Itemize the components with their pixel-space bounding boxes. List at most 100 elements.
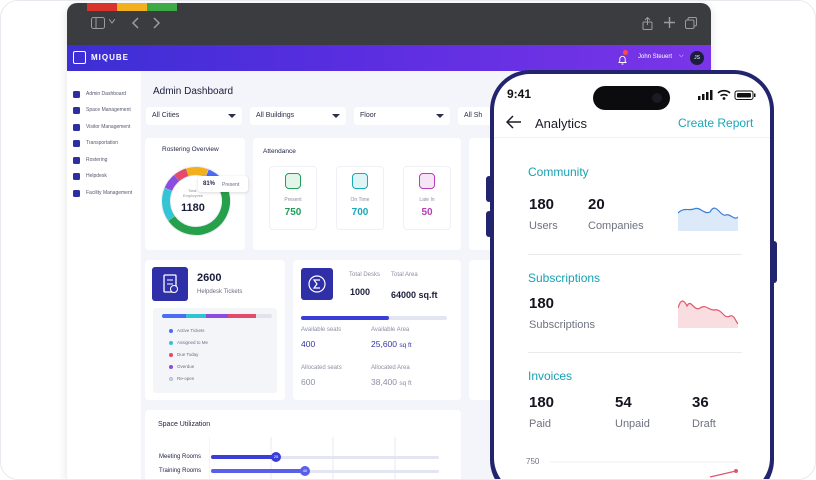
city-filter[interactable]: All Cities: [146, 107, 242, 125]
total-desks-label: Total Desks: [349, 272, 381, 278]
tab-color-green: [147, 3, 177, 11]
tab-color-yellow: [117, 3, 147, 11]
helpdesk-value: 2600: [197, 272, 222, 284]
space-row-label: Meeting Rooms: [159, 454, 202, 460]
sidebar-toggle-icon[interactable]: [91, 17, 105, 29]
total-desks-value: 1000: [350, 287, 371, 297]
sidebar-item-transportation[interactable]: Transportation: [73, 138, 118, 148]
nav-title: Analytics: [535, 116, 588, 131]
subscriptions-label: Subscriptions: [529, 319, 596, 331]
total-label: Total: [188, 188, 197, 193]
sidebar-item-label: Helpdesk: [86, 173, 107, 179]
wifi-icon: [717, 89, 731, 100]
back-arrow-icon[interactable]: [505, 115, 522, 134]
chevron-down-icon: [332, 114, 340, 118]
attendance-present[interactable]: Present 750: [269, 166, 317, 230]
area-unit: sq ft: [399, 342, 412, 349]
attendance-label: Late In: [419, 197, 435, 203]
space-knob[interactable]: 25: [271, 452, 281, 462]
companies-value: 20: [588, 196, 605, 213]
employees-label: Employees: [183, 193, 203, 198]
filter-value: All Cities: [152, 112, 180, 119]
sidebar-item-label: Visitor Management: [86, 124, 131, 130]
logo-text: MIQUBE: [91, 53, 129, 62]
chevron-down-icon[interactable]: [109, 19, 115, 24]
app-header: MIQUBE John Steuert ⌵ JS: [67, 45, 711, 71]
phone-screen: 9:41 Analytics Create Report Community 1…: [494, 74, 770, 479]
bell-icon[interactable]: [618, 52, 627, 70]
user-menu-caret-icon[interactable]: ⌵: [679, 53, 684, 59]
share-icon[interactable]: [642, 17, 653, 30]
phone-power-button: [771, 241, 777, 283]
filter-value: All Sh: [464, 112, 483, 119]
legend-assigned-to-me: Assigned to Me: [169, 340, 208, 345]
space-track: [211, 456, 439, 459]
attendance-late-in[interactable]: Late In 50: [403, 166, 451, 230]
sidebar-item-space-management[interactable]: Space Management: [73, 105, 131, 115]
legend-active-tickets: Active Tickets: [169, 328, 205, 333]
allocated-seats-value: 600: [301, 377, 316, 387]
sidebar-item-helpdesk[interactable]: Helpdesk: [73, 171, 107, 181]
rostering-overview-card: Rostering Overview Total Employees 1180 …: [145, 138, 248, 250]
legend-dot: [169, 376, 173, 381]
area-unit: sq ft: [399, 380, 412, 387]
attendance-label: Present: [284, 197, 302, 203]
tab-overview-icon[interactable]: [685, 17, 697, 29]
sidebar-item-visitor-management[interactable]: Visitor Management: [73, 122, 130, 132]
ticket-icon: [152, 267, 188, 301]
desk-progress-fill: [301, 316, 389, 320]
total-area-value: 64000 sq.ft: [391, 290, 438, 300]
back-icon[interactable]: [131, 17, 139, 29]
new-tab-icon[interactable]: [664, 17, 675, 28]
forward-icon[interactable]: [153, 17, 161, 29]
battery-icon: [734, 90, 756, 100]
chevron-down-icon: [436, 114, 444, 118]
sidebar-item-label: Transportation: [86, 140, 119, 146]
helpdesk-card: 2600 Helpdesk Tickets Active Tickets Ass…: [145, 260, 285, 400]
allocated-seats-label: Allocated seats: [301, 365, 342, 371]
sidebar-item-rostering[interactable]: Rostering: [73, 155, 107, 165]
present-percent: 81%: [203, 181, 216, 187]
invoice-chart: [550, 461, 740, 478]
legend-overdue: Overdue: [169, 364, 194, 369]
section-title-invoices: Invoices: [528, 369, 573, 383]
user-icon: [285, 173, 301, 189]
space-grid: [209, 437, 396, 479]
companies-label: Companies: [588, 220, 644, 232]
building-filter[interactable]: All Buildings: [250, 107, 346, 125]
user-name[interactable]: John Steuert: [638, 54, 673, 60]
tab-color-strip: [87, 3, 177, 11]
space-utilization-card: Space Utilization Meeting Rooms 25 Train…: [145, 410, 461, 479]
space-knob[interactable]: 40: [300, 466, 310, 476]
unpaid-label: Unpaid: [615, 418, 650, 430]
logo-icon: [73, 51, 86, 64]
attendance-on-time[interactable]: On Time 700: [336, 166, 384, 230]
floor-filter[interactable]: Floor: [354, 107, 450, 125]
attendance-value: 50: [421, 207, 433, 218]
legend-dot: [169, 364, 173, 369]
sidebar-item-facility-management[interactable]: Facility Management: [73, 188, 132, 198]
available-seats-value: 400: [301, 339, 316, 349]
bar-reopen: [255, 314, 272, 318]
sidebar-item-admin-dashboard[interactable]: Admin Dashboard: [73, 89, 126, 99]
card-title: Rostering Overview: [162, 146, 219, 153]
status-time: 9:41: [507, 87, 532, 101]
legend-label: Overdue: [177, 364, 195, 369]
create-report-button[interactable]: Create Report: [678, 116, 754, 130]
clock-icon: [352, 173, 368, 189]
attendance-card: Attendance Present 750 On Time 700 Late …: [253, 138, 461, 250]
phone-volume-down: [486, 211, 492, 237]
helpdesk-breakdown: Active Tickets Assigned to Me Due Today …: [153, 308, 277, 393]
headset-icon: [73, 172, 80, 180]
draft-value: 36: [692, 394, 709, 411]
calendar-icon: [73, 156, 80, 164]
avatar[interactable]: JS: [690, 51, 704, 65]
draft-label: Draft: [692, 418, 716, 430]
desks-card: Total Desks 1000 Total Area 64000 sq.ft …: [293, 260, 461, 400]
section-title-subscriptions: Subscriptions: [528, 271, 601, 285]
legend-label: Due Today: [177, 352, 199, 357]
page-title: Admin Dashboard: [153, 86, 234, 97]
present-label: Present: [222, 182, 240, 188]
sidebar-item-label: Space Management: [86, 107, 131, 113]
